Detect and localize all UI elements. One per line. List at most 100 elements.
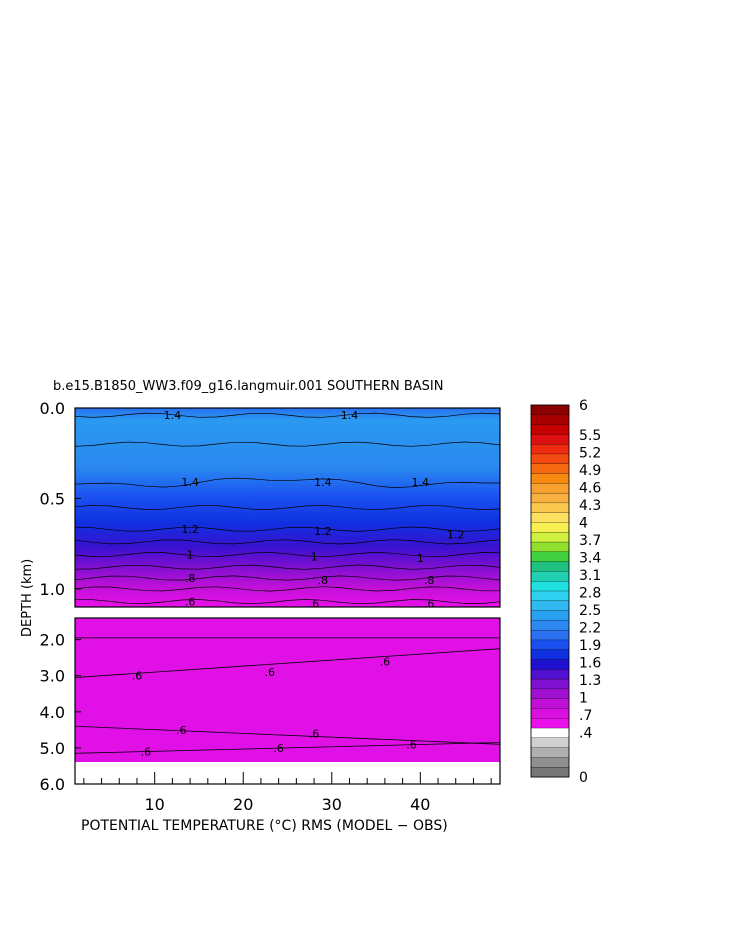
contour-label: .8 — [185, 572, 196, 585]
contour-line — [74, 564, 501, 570]
colorbar-swatch — [530, 590, 570, 602]
contour-label: 1 — [311, 550, 318, 563]
contour-line — [74, 552, 501, 558]
contour-label: 1.4 — [341, 409, 359, 422]
contour-line — [74, 725, 501, 745]
colorbar-label: 5.5 — [579, 428, 601, 444]
contour-line — [74, 477, 500, 488]
contour-label: 1.4 — [314, 476, 332, 489]
colorbar-label: 6 — [579, 398, 588, 414]
contour-line — [74, 504, 501, 511]
colorbar-swatch — [530, 512, 570, 523]
colorbar-swatch — [530, 581, 570, 592]
colorbar-label: 3.4 — [579, 551, 601, 567]
colorbar-swatch — [530, 473, 570, 484]
colorbar-swatch — [530, 551, 570, 563]
colorbar-swatch — [530, 757, 570, 768]
contour-label: .6 — [424, 597, 435, 610]
contour-label: 1.2 — [181, 523, 199, 536]
contour-label: .6 — [176, 724, 187, 737]
contour-label: .6 — [380, 655, 391, 668]
y-tick-label: 4.0 — [40, 703, 65, 722]
y-tick-label: 1.0 — [40, 580, 65, 599]
colorbar-label: 3.7 — [579, 533, 601, 549]
colorbar-label: 2.2 — [579, 621, 601, 637]
colorbar-swatch — [530, 571, 570, 582]
colorbar-swatch — [530, 532, 570, 543]
colorbar-swatch — [530, 659, 570, 670]
colorbar-swatch — [530, 698, 570, 709]
lower-panel: .6 .6 .6 .6 .6 .6 .6 .6 — [74, 617, 501, 785]
colorbar-swatch — [530, 483, 570, 494]
colorbar-label: 0 — [579, 770, 588, 786]
colorbar-swatch — [530, 639, 570, 651]
colorbar-swatch — [530, 522, 570, 533]
y-tick-label: 3.0 — [40, 667, 65, 686]
colorbar-swatch — [530, 718, 570, 729]
contour-label: .8 — [318, 574, 329, 587]
y-tick-label: 0.0 — [40, 399, 65, 418]
colorbar-label: 2.8 — [579, 586, 601, 602]
colorbar-swatch — [530, 492, 570, 504]
contour-line — [74, 586, 500, 592]
contour-line — [74, 526, 501, 532]
colorbar-label: 4.9 — [579, 463, 601, 479]
contour-line — [74, 742, 501, 754]
contour-label: .6 — [309, 727, 320, 740]
colorbar-swatch — [530, 620, 570, 631]
contour-label: .6 — [265, 666, 276, 679]
colorbar-swatch — [530, 678, 570, 690]
x-tick-label: 30 — [322, 795, 342, 814]
colorbar-swatch — [530, 747, 570, 758]
colorbar-label: 5.2 — [579, 446, 601, 462]
colorbar-swatch — [530, 688, 570, 700]
colorbar-swatch — [530, 737, 570, 749]
contour-label: 1.2 — [314, 525, 332, 538]
x-axis-label: POTENTIAL TEMPERATURE (°C) RMS (MODEL − … — [81, 818, 448, 834]
upper-panel-field — [75, 408, 500, 607]
contour-line — [74, 539, 501, 545]
contour-label: 1.4 — [181, 476, 199, 489]
colorbar-swatch — [530, 404, 570, 416]
colorbar-swatch — [530, 600, 570, 612]
colorbar — [530, 404, 570, 778]
colorbar-label: 1.3 — [579, 673, 601, 689]
colorbar-label: 4.6 — [579, 481, 601, 497]
colorbar-swatch — [530, 669, 570, 680]
colorbar-swatch — [530, 453, 570, 465]
colorbar-swatch — [530, 767, 570, 778]
colorbar-swatch — [530, 561, 570, 572]
x-tick-label: 10 — [145, 795, 165, 814]
colorbar-label: 4 — [579, 516, 588, 532]
contour-label: .6 — [185, 596, 196, 609]
x-axis-ticks: 10 20 30 40 — [83, 772, 492, 814]
colorbar-swatch — [530, 424, 570, 435]
y-axis-ticks: 0.0 0.5 1.0 2.0 3.0 4.0 5.0 6.0 — [40, 399, 81, 794]
y-tick-label: 0.5 — [40, 489, 65, 508]
upper-panel-frame — [74, 407, 501, 608]
lower-contour-labels: .6 .6 .6 .6 .6 .6 .6 .6 — [132, 655, 417, 758]
colorbar-swatch — [530, 463, 570, 474]
colorbar-swatch — [530, 541, 570, 553]
colorbar-label: 1.6 — [579, 656, 601, 672]
lower-panel-frame — [74, 617, 501, 785]
colorbar-swatch — [530, 434, 570, 445]
contour-line — [75, 599, 501, 605]
contour-line — [74, 441, 501, 447]
lower-contour-lines — [74, 637, 501, 754]
chart-title: b.e15.B1850_WW3.f09_g16.langmuir.001 SOU… — [53, 379, 443, 394]
contour-label: 1 — [417, 552, 424, 565]
colorbar-swatch — [530, 727, 570, 739]
contour-label: .6 — [273, 742, 284, 755]
contour-label: .6 — [141, 746, 152, 759]
contour-label: .6 — [132, 670, 143, 683]
colorbar-swatch — [530, 610, 570, 621]
colorbar-label: 1 — [579, 691, 588, 707]
upper-contour-labels: 1.4 1.41.4 1.4 1.41.2 1.2 1.21 1 1.8.8.8.6.6.6 — [164, 409, 465, 610]
colorbar-swatch — [530, 414, 570, 426]
y-tick-label: 2.0 — [40, 631, 65, 650]
upper-contour-lines — [74, 412, 501, 605]
colorbar-label: 1.9 — [579, 638, 601, 654]
colorbar-label: 3.1 — [579, 568, 601, 584]
